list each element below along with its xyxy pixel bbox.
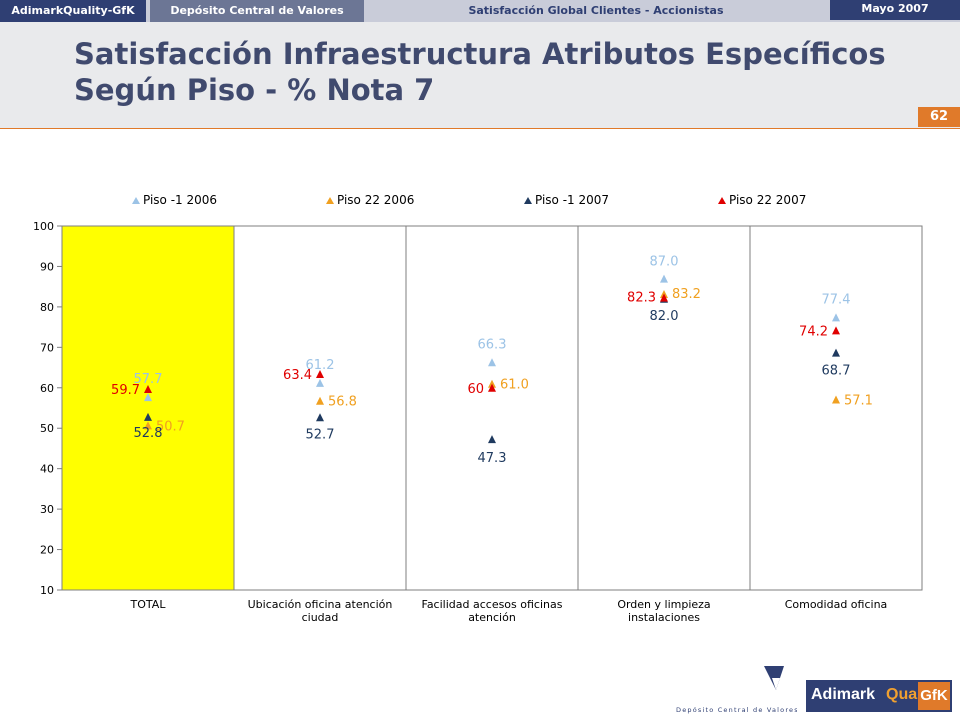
data-point — [488, 383, 496, 392]
data-label: 52.8 — [134, 426, 163, 441]
dcv-logo-text: Depósito Central de Valores — [676, 706, 797, 714]
y-tick-label: 80 — [40, 301, 54, 314]
data-label: 63.4 — [283, 368, 312, 383]
data-point — [488, 435, 496, 444]
adimark-logo-part1: Adimark — [811, 686, 876, 703]
dcv-logo-mark-inner — [772, 678, 780, 690]
data-label: 50.7 — [156, 419, 185, 434]
legend-marker — [524, 197, 532, 204]
data-label: 82.3 — [627, 291, 656, 306]
data-label: 83.2 — [672, 287, 701, 302]
data-label: 82.0 — [650, 309, 679, 324]
data-point — [488, 358, 496, 367]
data-point — [144, 412, 152, 421]
y-tick-label: 90 — [40, 260, 54, 273]
scatter-chart: 10 20 30 40 50 60 70 80 90 100 TOTAL Ubicación ofic… — [33, 193, 923, 624]
y-tick-label: 70 — [40, 341, 54, 354]
data-label: 61.2 — [306, 358, 335, 373]
title-area — [0, 22, 960, 129]
data-label: 87.0 — [650, 255, 679, 270]
y-tick-label: 50 — [40, 422, 54, 435]
legend-marker — [718, 197, 726, 204]
y-tick-label: 30 — [40, 503, 54, 516]
data-label: 57.1 — [844, 394, 873, 409]
x-category-label: Comodidad oficina — [785, 598, 888, 611]
data-label: 47.3 — [478, 451, 507, 466]
data-label: 77.4 — [822, 292, 851, 307]
adimark-logo: Adimark Quality GfK — [806, 680, 952, 712]
x-category-label: Ubicación oficina atención — [248, 598, 393, 611]
data-label: 61.0 — [500, 378, 529, 393]
data-point — [832, 326, 840, 335]
data-point — [660, 274, 668, 283]
y-tick-label: 60 — [40, 382, 54, 395]
data-point — [144, 421, 152, 430]
legend-label: Piso -1 2007 — [535, 193, 609, 207]
legend-marker — [132, 197, 140, 204]
data-label: 66.3 — [478, 337, 507, 352]
page-title: Satisfacción Infraestructura Atributos E… — [74, 36, 886, 108]
header-brand: AdimarkQuality-GfK — [0, 0, 146, 22]
legend-label: Piso -1 2006 — [143, 193, 217, 207]
data-label: 52.7 — [306, 427, 335, 442]
page-number: 62 — [918, 107, 960, 127]
data-point — [316, 370, 324, 379]
top-bar: AdimarkQuality-GfK Depósito Central de V… — [0, 0, 960, 22]
legend-marker — [326, 197, 334, 204]
data-label: 59.7 — [111, 383, 140, 398]
highlight-band — [62, 226, 234, 590]
page-title-line-1: Satisfacción Infraestructura Atributos E… — [74, 37, 886, 71]
legend-label: Piso 22 2007 — [729, 193, 806, 207]
data-point — [832, 395, 840, 404]
data-point — [316, 378, 324, 387]
data-point — [660, 293, 668, 302]
data-point — [144, 393, 152, 402]
data-point — [144, 384, 152, 393]
x-category-label: Facilidad accesos oficinas — [422, 598, 563, 611]
adimark-logo-part3: GfK — [918, 682, 950, 710]
data-point — [316, 396, 324, 405]
y-tick-label: 40 — [40, 463, 54, 476]
data-point — [488, 379, 496, 388]
x-category-label: instalaciones — [628, 611, 700, 624]
x-category-label: Orden y limpieza — [617, 598, 710, 611]
y-tick-label: 100 — [33, 220, 54, 233]
x-category-label: atención — [468, 611, 516, 624]
y-tick-label: 20 — [40, 544, 54, 557]
data-label: 60 — [467, 382, 484, 397]
x-category-label: ciudad — [302, 611, 339, 624]
header-study: Satisfacción Global Clientes - Accionist… — [468, 4, 724, 17]
data-point — [832, 348, 840, 357]
dcv-logo: Depósito Central de Valores — [676, 666, 797, 714]
legend-label: Piso 22 2006 — [337, 193, 414, 207]
data-label: 56.8 — [328, 395, 357, 410]
data-point — [832, 313, 840, 322]
data-label: 57.7 — [134, 372, 163, 387]
data-point — [316, 413, 324, 422]
plot-frame — [61, 225, 923, 591]
data-label: 74.2 — [799, 324, 828, 339]
header-date: Mayo 2007 — [830, 0, 960, 20]
data-label: 68.7 — [822, 364, 851, 379]
page-title-line-2: Según Piso - % Nota 7 — [74, 73, 435, 107]
y-tick-label: 10 — [40, 584, 54, 597]
header-client: Depósito Central de Valores — [150, 0, 364, 22]
x-category-label: TOTAL — [130, 598, 167, 611]
